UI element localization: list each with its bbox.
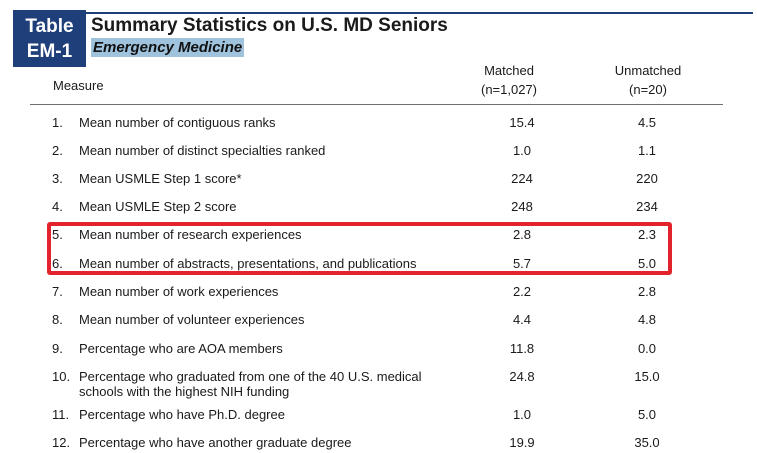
- unmatched-value: 4.8: [637, 312, 657, 327]
- matched-value: 1.0: [512, 407, 532, 422]
- row-number: 3.: [52, 171, 63, 186]
- matched-count: (n=1,027): [480, 82, 537, 97]
- unmatched-value: 1.1: [637, 143, 657, 158]
- row-number: 1.: [52, 115, 63, 130]
- unmatched-column-header: Unmatched (n=20): [596, 61, 700, 99]
- row-label: Mean number of volunteer experiences: [79, 312, 305, 327]
- unmatched-value: 35.0: [634, 435, 660, 450]
- row-label: Mean USMLE Step 1 score*: [79, 171, 242, 186]
- table-tag-line1: Table: [25, 16, 74, 37]
- row-label: Mean number of contiguous ranks: [79, 115, 276, 130]
- row-number: 12.: [52, 435, 71, 450]
- row-label: Mean number of research experiences: [79, 227, 302, 242]
- matched-value: 224: [511, 171, 533, 186]
- unmatched-label: Unmatched: [614, 63, 682, 78]
- matched-value: 4.4: [512, 312, 532, 327]
- row-number: 2.: [52, 143, 63, 158]
- unmatched-value: 220: [636, 171, 658, 186]
- row-number: 7.: [52, 284, 63, 299]
- matched-value: 19.9: [509, 435, 535, 450]
- matched-value: 5.7: [512, 256, 532, 271]
- matched-value: 2.8: [512, 227, 532, 242]
- table-subtitle: Emergency Medicine: [91, 38, 245, 57]
- matched-value: 248: [511, 199, 533, 214]
- row-label: Mean number of abstracts, presentations,…: [79, 256, 417, 271]
- header-rule: [30, 104, 723, 105]
- row-number: 5.: [52, 227, 63, 242]
- measure-column-header: Measure: [53, 78, 104, 93]
- unmatched-value: 0.0: [637, 341, 657, 356]
- row-label: Percentage who are AOA members: [79, 341, 283, 356]
- unmatched-value: 2.3: [637, 227, 657, 242]
- table-title: Summary Statistics on U.S. MD Seniors: [91, 15, 448, 36]
- row-label: Mean number of work experiences: [79, 284, 279, 299]
- row-label: Mean USMLE Step 2 score: [79, 199, 237, 214]
- row-label: Percentage who have another graduate deg…: [79, 435, 352, 450]
- table-number-tag: Table EM-1: [13, 10, 86, 67]
- row-number: 4.: [52, 199, 63, 214]
- row-label: Percentage who graduated from one of the…: [79, 369, 422, 399]
- unmatched-count: (n=20): [629, 82, 667, 97]
- unmatched-value: 15.0: [634, 369, 660, 384]
- unmatched-value: 5.0: [637, 256, 657, 271]
- annotation-highlight-box: [47, 222, 672, 275]
- matched-value: 11.8: [509, 341, 535, 356]
- unmatched-value: 4.5: [637, 115, 657, 130]
- unmatched-value: 5.0: [637, 407, 657, 422]
- row-label: Percentage who have Ph.D. degree: [79, 407, 285, 422]
- matched-value: 15.4: [509, 115, 535, 130]
- row-number: 10.: [52, 369, 71, 384]
- row-number: 8.: [52, 312, 63, 327]
- matched-value: 2.2: [512, 284, 532, 299]
- row-number: 9.: [52, 341, 63, 356]
- unmatched-value: 234: [636, 199, 658, 214]
- matched-label: Matched: [484, 63, 534, 78]
- matched-column-header: Matched (n=1,027): [457, 61, 561, 99]
- title-rule: [86, 12, 753, 14]
- unmatched-value: 2.8: [637, 284, 657, 299]
- matched-value: 24.8: [509, 369, 535, 384]
- row-number: 11.: [52, 407, 70, 422]
- row-number: 6.: [52, 256, 63, 271]
- table-tag-line2: EM-1: [26, 41, 73, 62]
- matched-value: 1.0: [512, 143, 532, 158]
- row-label: Mean number of distinct specialties rank…: [79, 143, 326, 158]
